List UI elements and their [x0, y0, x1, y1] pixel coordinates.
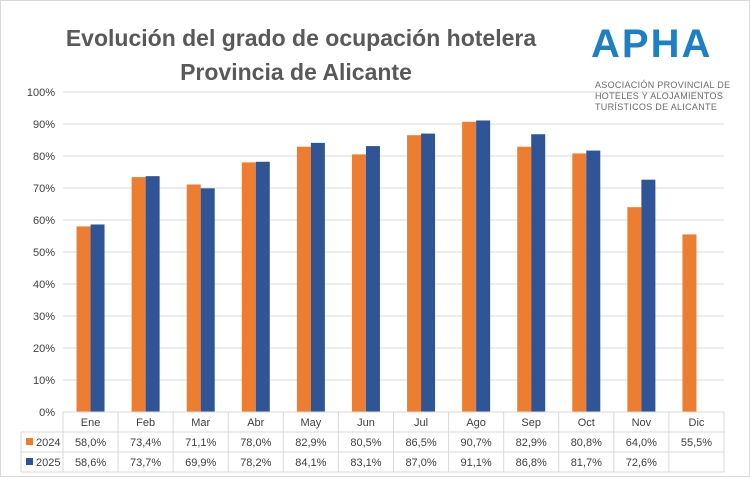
bar-2025-May [310, 142, 325, 412]
data-label: 72,6% [626, 457, 657, 469]
bar-2025-Sep [531, 134, 546, 413]
data-label: 73,7% [130, 457, 161, 469]
data-label: 71,1% [185, 437, 216, 449]
logo-wordmark: APHA [591, 22, 713, 66]
data-label: 73,4% [130, 437, 161, 449]
data-label: 91,1% [461, 457, 492, 469]
data-label: 87,0% [405, 457, 436, 469]
data-label: 80,5% [350, 437, 381, 449]
x-tick-label: Abr [247, 417, 264, 429]
y-tick-label: 0% [39, 407, 55, 419]
chart-subtitle: Provincia de Alicante [180, 59, 412, 85]
data-label: 55,5% [681, 437, 712, 449]
x-tick-label: Nov [632, 417, 652, 429]
bar-2024-Abr [241, 162, 256, 412]
data-label: 69,9% [185, 457, 216, 469]
logo-line: HOTELES Y ALOJAMIENTOS [595, 91, 724, 101]
x-tick-label: Feb [136, 417, 155, 429]
data-label: 58,6% [75, 457, 106, 469]
x-tick-label: Mar [191, 417, 210, 429]
data-label: 64,0% [626, 437, 657, 449]
data-label: 86,5% [405, 437, 436, 449]
bar-2025-Jun [365, 146, 380, 412]
y-tick-label: 20% [33, 343, 55, 355]
x-tick-label: Dic [689, 417, 705, 429]
legend-label: 2024 [36, 437, 60, 449]
bar-2024-Sep [517, 146, 532, 412]
x-tick-label: Ene [81, 417, 101, 429]
x-tick-label: May [300, 417, 321, 429]
data-label: 90,7% [461, 437, 492, 449]
bar-2025-Ene [90, 224, 105, 412]
logo-subtitle: ASOCIACIÓN PROVINCIAL DE HOTELES Y ALOJA… [595, 80, 749, 113]
bar-2024-Ago [462, 121, 477, 412]
logo-line: TURÍSTICOS DE ALICANTE [595, 102, 718, 112]
bar-2025-Mar [200, 188, 215, 412]
data-label: 83,1% [350, 457, 381, 469]
bar-2024-Feb [131, 177, 146, 412]
bar-2024-Oct [572, 153, 587, 412]
bar-2025-Nov [641, 179, 656, 412]
x-tick-label: Sep [521, 417, 541, 429]
bar-2024-Nov [627, 207, 642, 412]
data-label: 82,9% [295, 437, 326, 449]
x-tick-label: Jun [357, 417, 375, 429]
data-label: 78,0% [240, 437, 271, 449]
legend-label: 2025 [36, 457, 60, 469]
x-tick-label: Jul [414, 417, 428, 429]
y-tick-label: 50% [33, 247, 55, 259]
bar-2025-Oct [586, 150, 601, 412]
data-label: 78,2% [240, 457, 271, 469]
y-tick-label: 90% [33, 119, 55, 131]
data-label: 86,8% [516, 457, 547, 469]
data-label: 58,0% [75, 437, 106, 449]
data-label: 82,9% [516, 437, 547, 449]
y-tick-label: 10% [33, 375, 55, 387]
bar-2024-Jun [351, 154, 366, 412]
bar-2024-Dic [682, 234, 697, 412]
bar-2025-Jul [421, 133, 436, 412]
y-tick-label: 40% [33, 279, 55, 291]
bar-2025-Ago [476, 120, 491, 412]
x-tick-label: Ago [466, 417, 486, 429]
data-label: 81,7% [571, 457, 602, 469]
y-tick-label: 30% [33, 311, 55, 323]
data-label: 84,1% [295, 457, 326, 469]
bar-2025-Abr [255, 161, 270, 412]
y-tick-label: 70% [33, 183, 55, 195]
bar-2025-Feb [145, 176, 160, 412]
bar-2024-Jul [407, 135, 422, 412]
data-label: 80,8% [571, 437, 602, 449]
bar-2024-Mar [186, 184, 201, 412]
bar-2024-Ene [76, 226, 91, 412]
bar-2024-May [296, 146, 311, 412]
y-tick-label: 100% [27, 87, 55, 99]
legend-swatch-2025 [26, 458, 33, 465]
x-tick-label: Oct [578, 417, 595, 429]
chart-title: Evolución del grado de ocupación hoteler… [65, 25, 537, 51]
legend-swatch-2024 [26, 438, 33, 445]
y-tick-label: 80% [33, 151, 55, 163]
y-tick-label: 60% [33, 215, 55, 227]
logo-line: ASOCIACIÓN PROVINCIAL DE [595, 80, 731, 90]
